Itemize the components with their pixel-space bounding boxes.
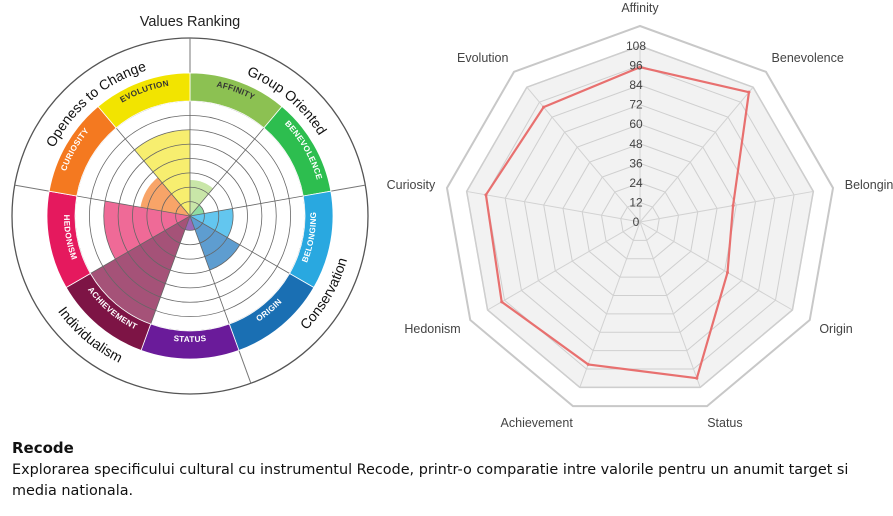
wheel-spoke [150,215,191,325]
wheel-spoke [189,215,230,325]
wheel-spoke [76,195,191,217]
radar-point-origin [726,271,730,275]
radar-grid-ring [485,65,795,370]
radar-grid-ring [620,201,660,241]
radar-point-affinity [638,65,642,69]
radar-axis-label-origin: Origin [819,322,852,336]
radar-axis-label-belonging: Belonging [845,178,893,192]
wheel-spoke [115,127,191,217]
radar-grid-ring [600,182,680,260]
caption-title: Recode [12,439,74,457]
radar-spoke [466,190,641,223]
wheel-title: Values Ranking [140,14,241,30]
radar-tick-label: 72 [629,98,643,112]
radar-point-evolution [542,105,546,109]
wheel-spoke [90,215,191,274]
radar-spoke [639,221,793,311]
radar-tick-label: 84 [629,78,643,92]
radar-grid-ring [543,123,737,315]
radar-tick-label: 0 [633,215,640,229]
radar-grid-ring [504,84,776,352]
radar-grid-ring [581,162,699,278]
radar-spoke [639,190,814,223]
wheel-fill-affinity [190,180,214,216]
wheel-fill-achievement [90,216,190,325]
radar-axis-label-benevolence: Benevolence [772,51,844,65]
radar-axis-label-evolution: Evolution [457,51,508,65]
radar-spoke [639,221,701,388]
wheel-band-label-status: STATUS [173,334,207,344]
radar-axis-label-status: Status [707,416,742,430]
wheel-fill-hedonism [103,201,190,260]
radar-axis-label-curiosity: Curiosity [387,178,436,192]
radar-axis-label-affinity: Affinity [621,1,659,15]
radar-grid-ring [562,143,718,296]
radar-point-achievement [586,362,590,366]
radar-tick-label: 96 [629,59,643,73]
wheel-spoke [189,215,290,274]
wheel-fill-belonging [190,208,234,238]
radar-grid-ring [523,104,757,333]
radar-tick-label: 60 [629,117,643,131]
radar-tick-label: 36 [629,156,643,170]
radar-series-line [484,66,751,380]
radar-spoke [579,221,641,388]
radar-spoke [526,86,641,223]
radar-grid-ring [466,45,814,388]
radar-point-benevolence [747,90,751,94]
radar-tick-label: 48 [629,137,643,151]
radar-axis-label-hedonism: Hedonism [404,322,460,336]
radar-point-hedonism [500,300,504,304]
wheel-fill-curiosity [140,177,190,216]
radar-tick-label: 108 [626,39,646,53]
radar-tick-label: 12 [629,195,643,209]
radar-point-curiosity [484,193,488,197]
radar-outer-frame [445,24,835,408]
radar-point-belonging [731,204,735,208]
wheel-spoke [189,127,265,217]
radar-point-status [695,376,699,380]
wheel-fill-status [185,216,195,231]
radar-spoke [639,86,754,223]
wheel-spoke [189,195,304,217]
wheel-fill-evolution [134,129,190,216]
caption-body: Explorarea specificului cultural cu inst… [12,462,849,499]
radar-axis-label-achievement: Achievement [501,416,574,430]
wheel-fill-benevolence [190,204,205,216]
radar-tick-label: 24 [629,176,643,190]
wheel-fill-origin [190,216,240,271]
radar-spoke [487,221,641,311]
wheel-band-evolution [97,72,191,129]
